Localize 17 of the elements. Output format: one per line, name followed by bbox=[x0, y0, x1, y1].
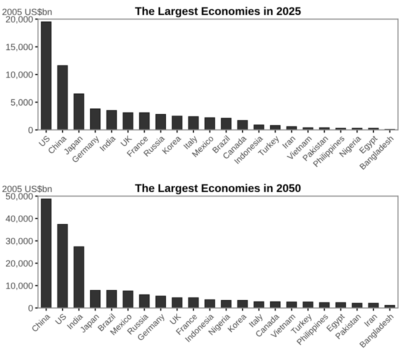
x-tick-label: US bbox=[38, 135, 50, 147]
chart-title: The Largest Economies in 2025 bbox=[135, 6, 301, 18]
y-tick-label: 10,000 bbox=[6, 282, 33, 290]
y-tick-label: 10,000 bbox=[6, 71, 33, 79]
chart-title: The Largest Economies in 2050 bbox=[135, 184, 301, 194]
y-tick-label: 20,000 bbox=[6, 16, 33, 24]
y-tick-label: 0 bbox=[28, 304, 33, 312]
y-tick-label: 30,000 bbox=[6, 238, 33, 246]
y-axis-title: 2005 US$bn bbox=[2, 185, 52, 193]
y-axis-title: 2005 US$bn bbox=[2, 8, 52, 16]
y-tick-label: 40,000 bbox=[6, 215, 33, 223]
x-tick-label: US bbox=[54, 313, 67, 325]
y-tick-label: 20,000 bbox=[6, 260, 33, 268]
y-tick-label: 5,000 bbox=[10, 99, 33, 107]
y-tick-label: 15,000 bbox=[6, 44, 33, 52]
y-tick-label: 50,000 bbox=[6, 193, 33, 201]
y-tick-label: 0 bbox=[28, 126, 33, 134]
